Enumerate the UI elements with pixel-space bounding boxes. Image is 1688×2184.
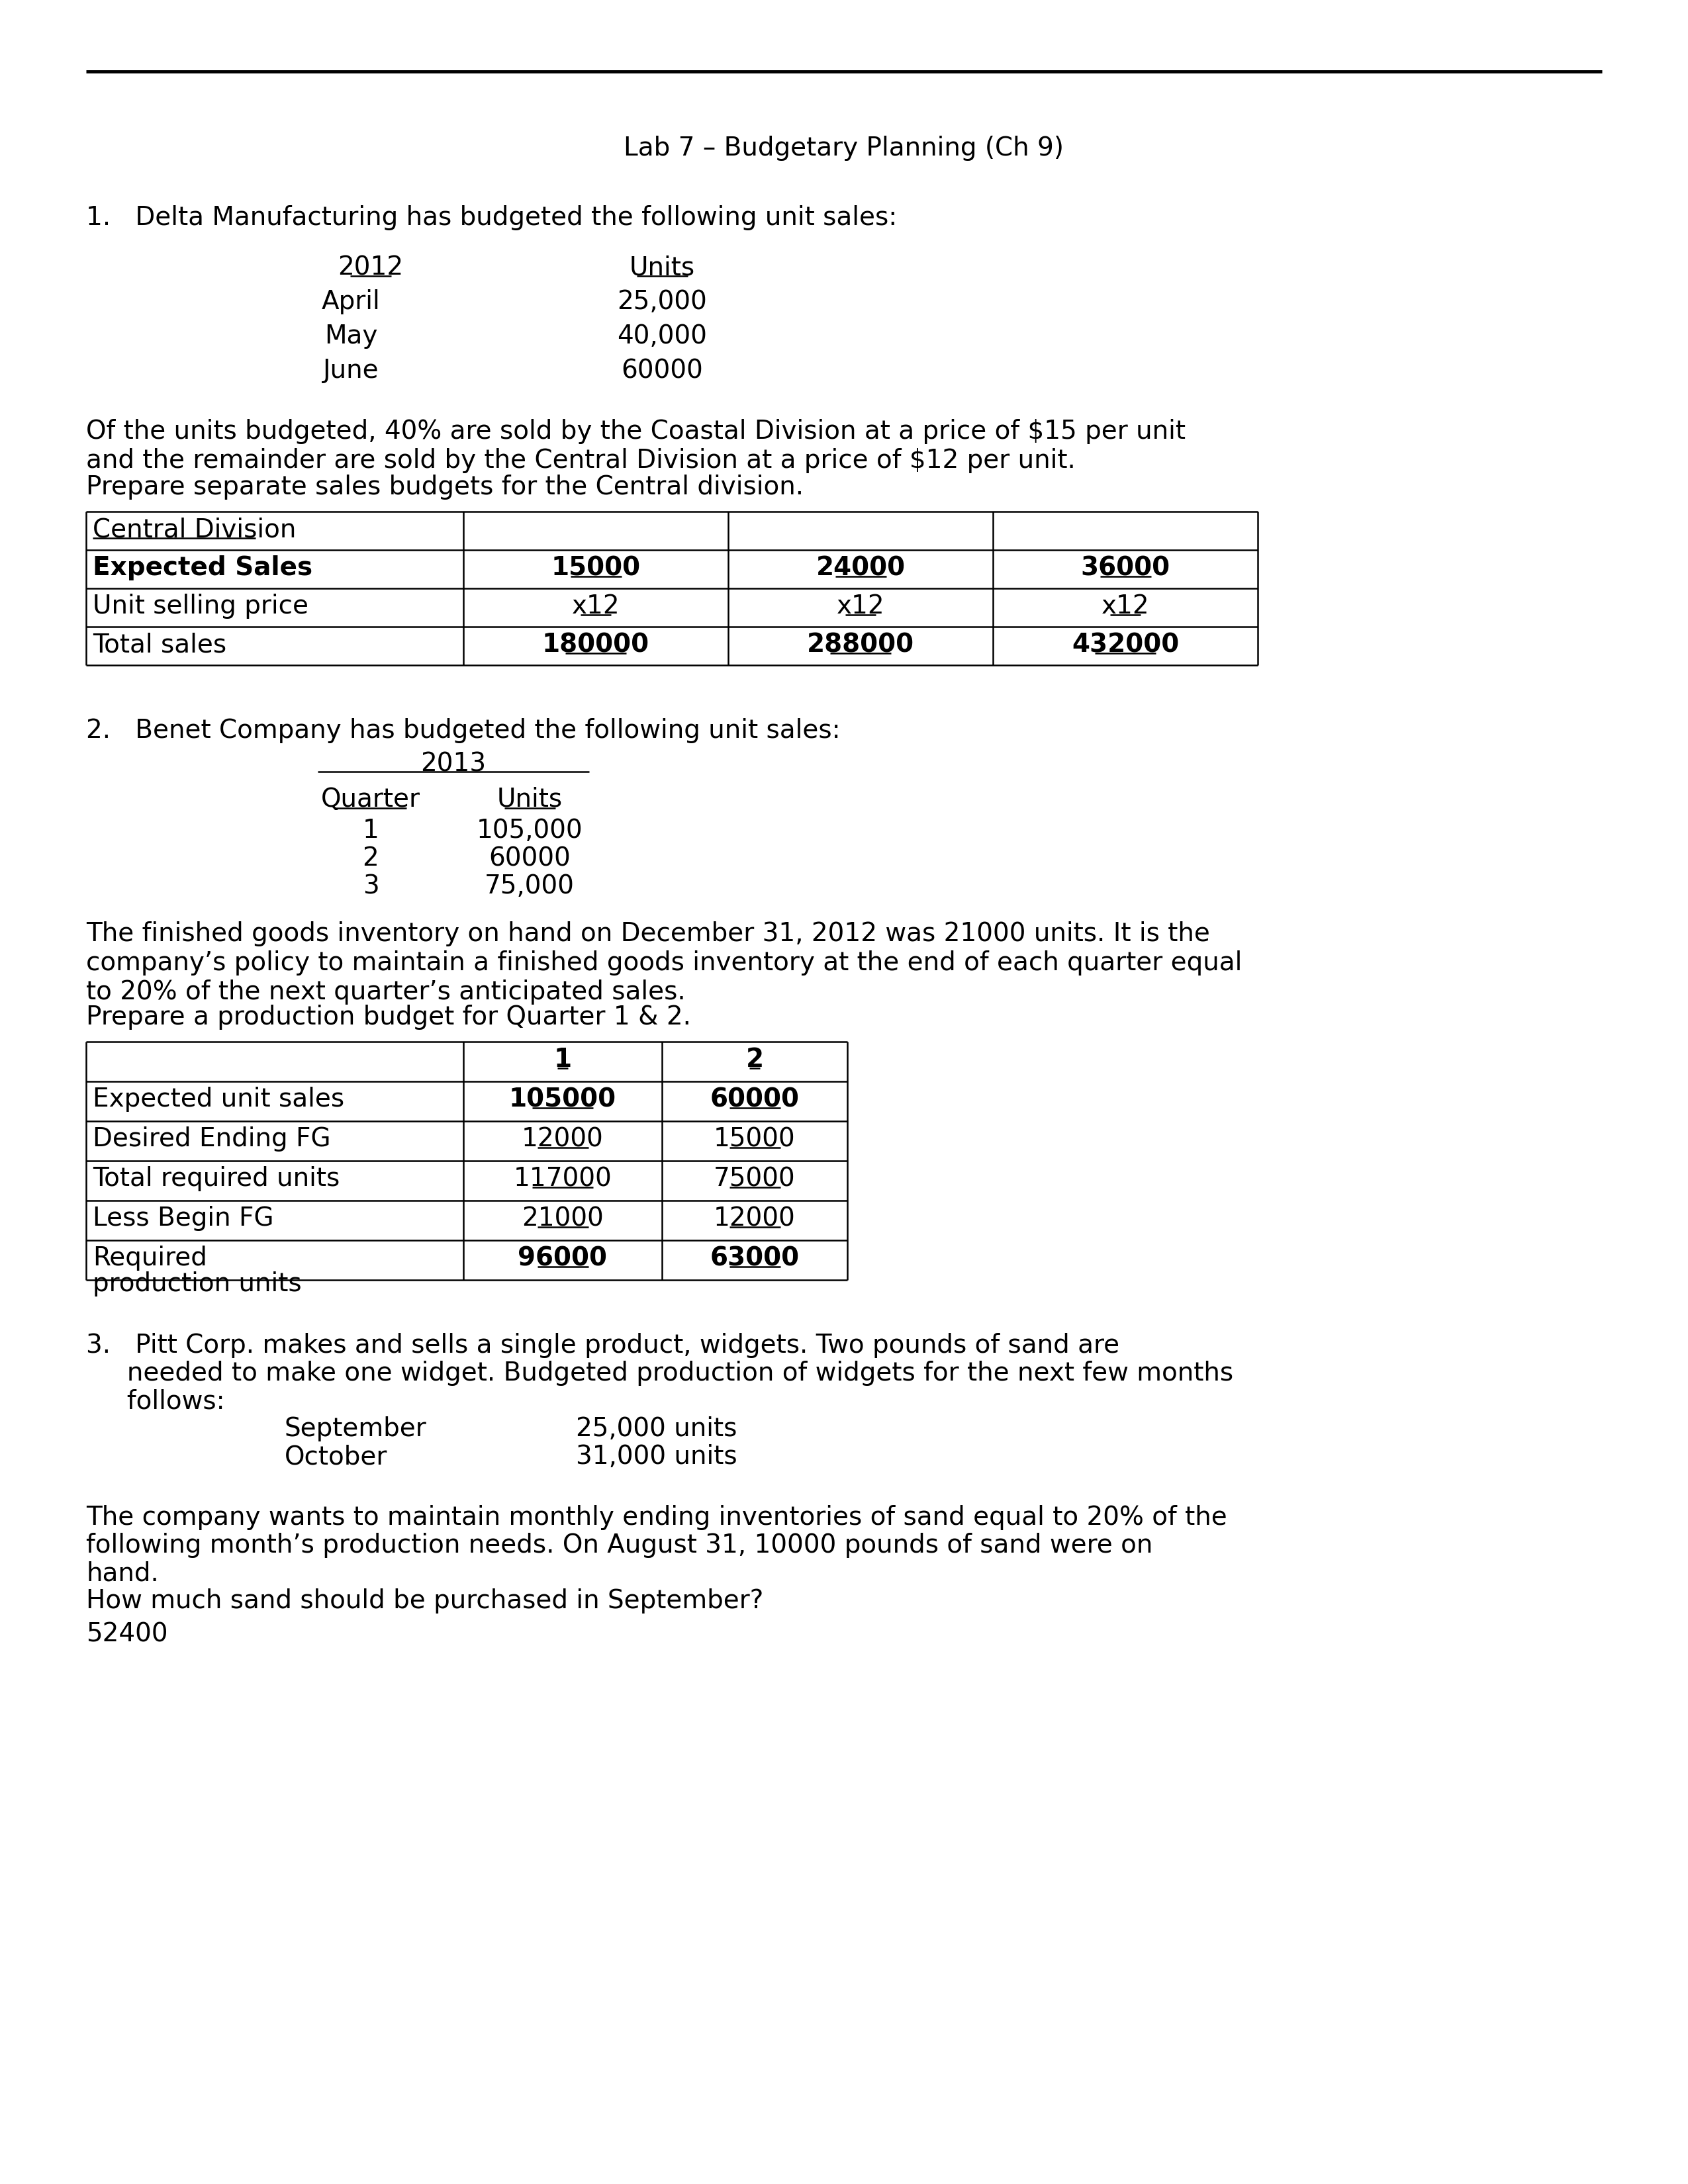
Text: Required: Required — [93, 1245, 208, 1271]
Text: Central Division: Central Division — [93, 518, 295, 542]
Text: 432000: 432000 — [1072, 631, 1178, 657]
Text: Expected unit sales: Expected unit sales — [93, 1088, 344, 1112]
Text: Lab 7 – Budgetary Planning (Ch 9): Lab 7 – Budgetary Planning (Ch 9) — [625, 135, 1063, 162]
Text: 117000: 117000 — [513, 1166, 613, 1192]
Text: 21000: 21000 — [522, 1206, 604, 1232]
Text: Prepare separate sales budgets for the Central division.: Prepare separate sales budgets for the C… — [86, 474, 803, 500]
Text: 36000: 36000 — [1080, 555, 1170, 581]
Text: 105000: 105000 — [510, 1088, 616, 1112]
Text: 2012: 2012 — [338, 256, 403, 280]
Text: 105,000: 105,000 — [476, 819, 582, 843]
Text: 15000: 15000 — [714, 1127, 795, 1151]
Text: needed to make one widget. Budgeted production of widgets for the next few month: needed to make one widget. Budgeted prod… — [86, 1361, 1234, 1387]
Text: 75,000: 75,000 — [484, 874, 574, 900]
Text: April: April — [321, 288, 380, 314]
Text: 12000: 12000 — [714, 1206, 795, 1232]
Text: following month’s production needs. On August 31, 10000 pounds of sand were on: following month’s production needs. On A… — [86, 1533, 1153, 1557]
Text: production units: production units — [93, 1271, 302, 1297]
Text: 25,000: 25,000 — [618, 288, 707, 314]
Text: Unit selling price: Unit selling price — [93, 594, 309, 618]
Text: 60000: 60000 — [488, 845, 571, 871]
Text: The company wants to maintain monthly ending inventories of sand equal to 20% of: The company wants to maintain monthly en… — [86, 1505, 1227, 1531]
Text: 1.   Delta Manufacturing has budgeted the following unit sales:: 1. Delta Manufacturing has budgeted the … — [86, 205, 896, 229]
Text: The finished goods inventory on hand on December 31, 2012 was 21000 units. It is: The finished goods inventory on hand on … — [86, 922, 1242, 1005]
Text: 2: 2 — [363, 845, 378, 871]
Text: Prepare a production budget for Quarter 1 & 2.: Prepare a production budget for Quarter … — [86, 1005, 690, 1031]
Text: 1: 1 — [554, 1046, 572, 1072]
Text: How much sand should be purchased in September?: How much sand should be purchased in Sep… — [86, 1588, 763, 1614]
Text: 40,000: 40,000 — [616, 323, 707, 349]
Text: Units: Units — [630, 256, 695, 280]
Text: hand.: hand. — [86, 1562, 159, 1586]
Text: September: September — [285, 1417, 427, 1441]
Text: October: October — [285, 1444, 388, 1470]
Text: 75000: 75000 — [714, 1166, 795, 1192]
Text: 25,000 units: 25,000 units — [576, 1417, 738, 1441]
Text: 63000: 63000 — [711, 1245, 800, 1271]
Text: Quarter: Quarter — [321, 786, 420, 812]
Text: May: May — [324, 323, 378, 349]
Text: Less Begin FG: Less Begin FG — [93, 1206, 273, 1232]
Text: 180000: 180000 — [542, 631, 650, 657]
Text: 60000: 60000 — [621, 358, 702, 382]
Text: Total sales: Total sales — [93, 631, 226, 657]
Text: 2: 2 — [746, 1046, 763, 1072]
Text: 31,000 units: 31,000 units — [576, 1444, 738, 1470]
Text: 12000: 12000 — [522, 1127, 604, 1151]
Text: 60000: 60000 — [711, 1088, 800, 1112]
Text: 1: 1 — [363, 819, 378, 843]
Text: x12: x12 — [837, 594, 885, 618]
Text: 2.   Benet Company has budgeted the following unit sales:: 2. Benet Company has budgeted the follow… — [86, 719, 841, 743]
Text: 52400: 52400 — [86, 1623, 167, 1647]
Text: Of the units budgeted, 40% are sold by the Coastal Division at a price of $15 pe: Of the units budgeted, 40% are sold by t… — [86, 419, 1185, 474]
Text: June: June — [322, 358, 378, 382]
Text: x12: x12 — [1101, 594, 1150, 618]
Text: 24000: 24000 — [815, 555, 905, 581]
Text: Desired Ending FG: Desired Ending FG — [93, 1127, 331, 1151]
Text: 3: 3 — [363, 874, 378, 900]
Text: Units: Units — [496, 786, 562, 812]
Text: follows:: follows: — [86, 1389, 225, 1413]
Text: 15000: 15000 — [550, 555, 640, 581]
Text: 3.   Pitt Corp. makes and sells a single product, widgets. Two pounds of sand ar: 3. Pitt Corp. makes and sells a single p… — [86, 1332, 1119, 1358]
Text: 288000: 288000 — [807, 631, 915, 657]
Text: Expected Sales: Expected Sales — [93, 555, 312, 581]
Text: x12: x12 — [572, 594, 619, 618]
Text: Total required units: Total required units — [93, 1166, 339, 1192]
Text: 96000: 96000 — [518, 1245, 608, 1271]
Text: 2013: 2013 — [420, 751, 486, 778]
